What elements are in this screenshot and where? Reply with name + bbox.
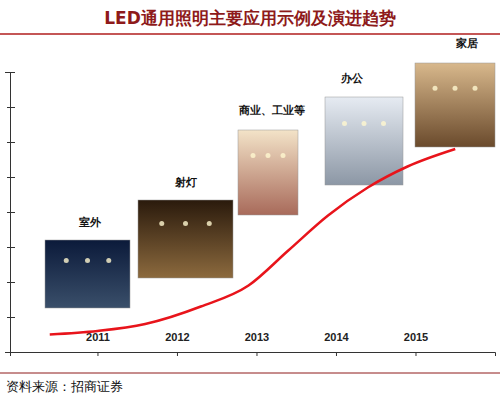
- photo-light: [207, 221, 212, 226]
- y-tick-mark: [7, 142, 15, 143]
- photo-light: [342, 121, 347, 126]
- y-tick: [7, 142, 15, 143]
- photo: [138, 200, 233, 278]
- y-tick: [7, 72, 15, 73]
- title: LED通用照明主要应用示例及演进趋势: [104, 8, 396, 28]
- x-tick-mark: [256, 352, 257, 356]
- x-tick-label: 2012: [165, 331, 189, 343]
- annotation: 家居: [455, 37, 478, 50]
- y-tick-mark: [7, 72, 15, 73]
- photo-light: [251, 153, 256, 158]
- title-rule: [0, 33, 500, 35]
- x-tick-mark: [177, 352, 178, 356]
- x-tick-mark: [97, 352, 98, 356]
- y-tick-mark: [7, 317, 15, 318]
- y-tick-mark: [7, 282, 15, 283]
- source: 资料来源：招商证券: [6, 379, 123, 394]
- x-tick-label: 2014: [324, 331, 349, 343]
- photo-light: [381, 121, 386, 126]
- trend-line: [50, 149, 455, 335]
- y-tick-mark: [7, 247, 15, 248]
- photo-light: [159, 221, 164, 226]
- photo-light: [183, 221, 188, 226]
- photo-light: [362, 121, 367, 126]
- annotation: 办公: [340, 72, 364, 85]
- x-tick-label: 2013: [245, 331, 269, 343]
- y-tick-mark: [7, 177, 15, 178]
- x-tick-mark: [415, 352, 416, 356]
- plot-area: [50, 149, 455, 335]
- x-tick: 2015: [404, 331, 428, 356]
- photos: [45, 63, 495, 308]
- source-rule: [0, 373, 500, 374]
- photo: [45, 240, 130, 308]
- chart: LED通用照明主要应用示例及演进趋势 2011 2012 2013 2014 2015 室外…: [0, 0, 500, 399]
- y-tick: [7, 177, 15, 178]
- y-tick: [7, 317, 15, 318]
- x-tick: 2012: [165, 331, 189, 356]
- y-tick: [7, 107, 15, 108]
- x-tick-label: 2015: [404, 331, 428, 343]
- x-tick: 2011: [86, 331, 110, 356]
- photo: [325, 97, 403, 185]
- x-tick-mark: [336, 352, 337, 356]
- photo-light: [85, 258, 90, 263]
- y-tick: [7, 282, 15, 283]
- x-tick: 2014: [324, 331, 349, 356]
- photo: [238, 130, 298, 215]
- photo-light: [453, 86, 458, 91]
- y-axis: [5, 73, 15, 353]
- y-tick-mark: [7, 212, 15, 213]
- annotation: 室外: [79, 216, 102, 229]
- x-axis-line: [11, 353, 496, 357]
- photo-light: [266, 153, 271, 158]
- annotation: 射灯: [174, 176, 197, 189]
- x-axis: 2011 2012 2013 2014 2015: [11, 331, 496, 356]
- annotation: 商业、工业等: [238, 104, 305, 117]
- photo: [415, 63, 495, 147]
- y-tick: [7, 212, 15, 213]
- x-tick: 2013: [245, 331, 269, 356]
- x-tick-label: 2011: [86, 331, 110, 343]
- y-tick: [7, 247, 15, 248]
- photo-light: [473, 86, 478, 91]
- photo-light: [106, 258, 111, 263]
- y-tick-mark: [7, 107, 15, 108]
- photo-light: [281, 153, 286, 158]
- photo-light: [64, 258, 69, 263]
- photo-light: [433, 86, 438, 91]
